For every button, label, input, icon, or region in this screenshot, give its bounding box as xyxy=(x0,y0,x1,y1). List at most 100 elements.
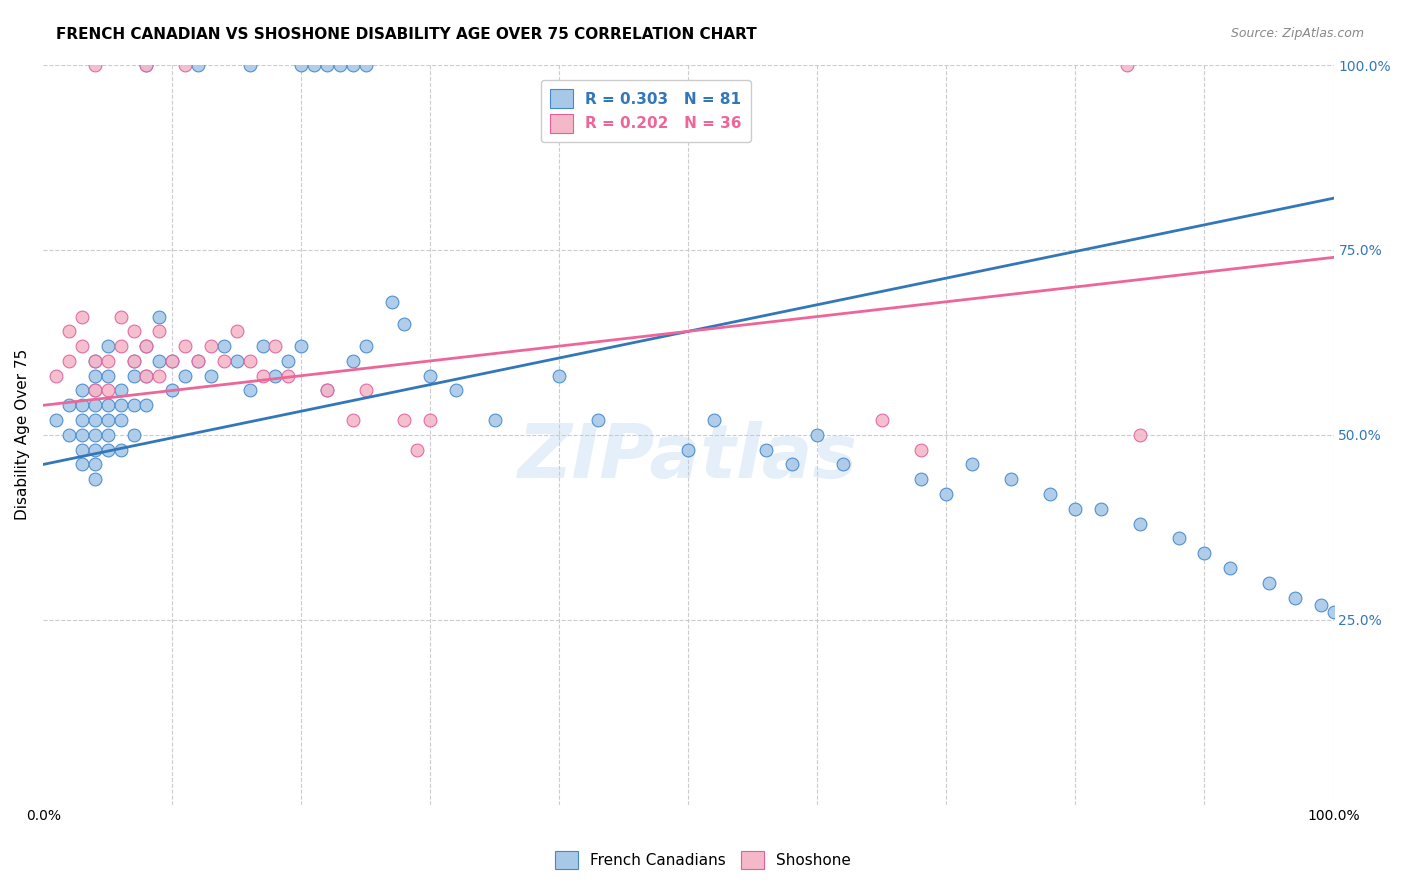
Point xyxy=(45,368,67,383)
Point xyxy=(83,354,105,368)
Point xyxy=(252,368,274,383)
Point xyxy=(174,58,197,72)
Point xyxy=(1167,532,1189,546)
Point xyxy=(122,354,145,368)
Point xyxy=(394,413,416,427)
Point xyxy=(70,310,93,324)
Legend: French Canadians, Shoshone: French Canadians, Shoshone xyxy=(548,845,858,875)
Point xyxy=(70,428,93,442)
Point xyxy=(1284,591,1306,605)
Point xyxy=(148,310,170,324)
Point xyxy=(70,398,93,412)
Text: Source: ZipAtlas.com: Source: ZipAtlas.com xyxy=(1230,27,1364,40)
Point xyxy=(780,458,803,472)
Text: ZIPatlas: ZIPatlas xyxy=(519,420,858,493)
Point xyxy=(1322,605,1344,619)
Point xyxy=(394,317,416,331)
Point xyxy=(83,384,105,398)
Point xyxy=(97,413,120,427)
Point xyxy=(1090,501,1112,516)
Point xyxy=(97,339,120,353)
Point xyxy=(419,413,441,427)
Point xyxy=(200,368,222,383)
Point xyxy=(484,413,506,427)
Point xyxy=(135,58,157,72)
Point xyxy=(110,310,132,324)
Point xyxy=(135,339,157,353)
Point xyxy=(97,428,120,442)
Point xyxy=(58,428,80,442)
Point xyxy=(548,368,571,383)
Point xyxy=(70,442,93,457)
Point xyxy=(212,354,235,368)
Point xyxy=(342,413,364,427)
Point xyxy=(122,324,145,338)
Point xyxy=(806,428,828,442)
Point xyxy=(135,368,157,383)
Point xyxy=(264,339,287,353)
Point xyxy=(174,368,197,383)
Point xyxy=(97,354,120,368)
Point xyxy=(239,58,262,72)
Point xyxy=(1000,472,1022,486)
Point xyxy=(342,58,364,72)
Point xyxy=(870,413,893,427)
Point xyxy=(1194,546,1216,560)
Point xyxy=(110,398,132,412)
Point xyxy=(1129,516,1152,531)
Point xyxy=(354,384,377,398)
Point xyxy=(70,458,93,472)
Point xyxy=(97,368,120,383)
Point xyxy=(148,324,170,338)
Point xyxy=(316,58,339,72)
Point xyxy=(110,413,132,427)
Point xyxy=(135,58,157,72)
Point xyxy=(329,58,352,72)
Point xyxy=(122,398,145,412)
Point xyxy=(1039,487,1062,501)
Point xyxy=(586,413,609,427)
Point xyxy=(70,384,93,398)
Point xyxy=(160,384,183,398)
Point xyxy=(83,428,105,442)
Point xyxy=(703,413,725,427)
Point xyxy=(239,354,262,368)
Point xyxy=(83,354,105,368)
Point xyxy=(239,384,262,398)
Point xyxy=(1129,428,1152,442)
Point xyxy=(110,339,132,353)
Y-axis label: Disability Age Over 75: Disability Age Over 75 xyxy=(15,350,30,521)
Point xyxy=(160,354,183,368)
Point xyxy=(1219,561,1241,575)
Point xyxy=(187,354,209,368)
Point xyxy=(70,413,93,427)
Point xyxy=(83,58,105,72)
Point xyxy=(83,472,105,486)
Point xyxy=(277,368,299,383)
Point xyxy=(832,458,855,472)
Point xyxy=(135,398,157,412)
Point xyxy=(58,398,80,412)
Point xyxy=(302,58,325,72)
Point xyxy=(110,442,132,457)
Point xyxy=(160,354,183,368)
Point xyxy=(354,58,377,72)
Point xyxy=(148,368,170,383)
Point xyxy=(678,442,700,457)
Point xyxy=(342,354,364,368)
Point xyxy=(277,354,299,368)
Point xyxy=(187,354,209,368)
Point xyxy=(1064,501,1087,516)
Point xyxy=(97,398,120,412)
Point xyxy=(935,487,957,501)
Point xyxy=(97,384,120,398)
Point xyxy=(910,472,932,486)
Point xyxy=(45,413,67,427)
Point xyxy=(419,368,441,383)
Point xyxy=(110,384,132,398)
Point xyxy=(97,442,120,457)
Point xyxy=(316,384,339,398)
Point xyxy=(381,294,404,309)
Point xyxy=(135,339,157,353)
Point xyxy=(354,339,377,353)
